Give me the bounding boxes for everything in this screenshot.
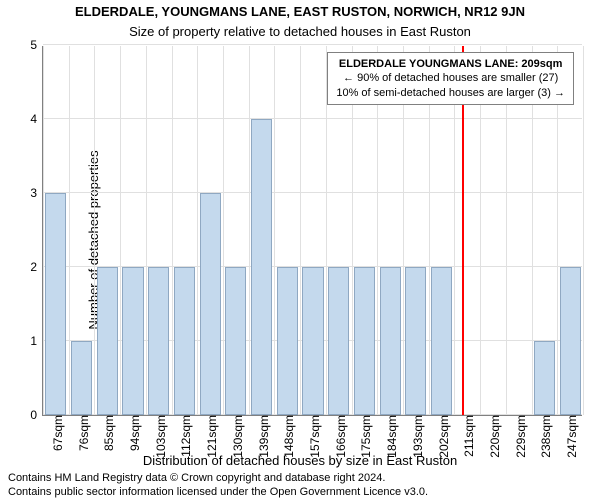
bar xyxy=(71,341,92,415)
bar xyxy=(277,267,298,415)
xtick-label: 166sqm xyxy=(330,415,348,458)
gridline-v xyxy=(223,46,224,415)
xtick-label: 76sqm xyxy=(73,415,91,451)
xtick-label: 130sqm xyxy=(227,415,245,458)
footer-copyright: Contains HM Land Registry data © Crown c… xyxy=(8,472,598,484)
bar xyxy=(380,267,401,415)
xtick-label: 229sqm xyxy=(510,415,528,458)
ytick-label: 1 xyxy=(30,334,43,348)
bar xyxy=(200,193,221,415)
ytick-label: 0 xyxy=(30,408,43,422)
gridline-v xyxy=(146,46,147,415)
gridline-h xyxy=(43,118,582,119)
legend-smaller: ← 90% of detached houses are smaller (27… xyxy=(336,71,565,85)
ytick-label: 5 xyxy=(30,38,43,52)
xtick-label: 175sqm xyxy=(355,415,373,458)
ytick-label: 2 xyxy=(30,260,43,274)
bar xyxy=(431,267,452,415)
bar xyxy=(302,267,323,415)
bar xyxy=(122,267,143,415)
bar xyxy=(97,267,118,415)
legend-larger: 10% of semi-detached houses are larger (… xyxy=(336,86,565,100)
gridline-v xyxy=(69,46,70,415)
bar xyxy=(45,193,66,415)
gridline-v xyxy=(249,46,250,415)
xtick-label: 193sqm xyxy=(407,415,425,458)
gridline-v xyxy=(583,46,584,415)
gridline-v xyxy=(197,46,198,415)
xtick-label: 238sqm xyxy=(535,415,553,458)
gridline-h xyxy=(43,44,582,45)
gridline-v xyxy=(120,46,121,415)
bar xyxy=(560,267,581,415)
bar xyxy=(405,267,426,415)
bar xyxy=(328,267,349,415)
xtick-label: 94sqm xyxy=(124,415,142,451)
x-axis-label: Distribution of detached houses by size … xyxy=(0,453,600,468)
xtick-label: 103sqm xyxy=(150,415,168,458)
bar xyxy=(174,267,195,415)
gridline-v xyxy=(94,46,95,415)
xtick-label: 139sqm xyxy=(253,415,271,458)
xtick-label: 67sqm xyxy=(47,415,65,451)
xtick-label: 148sqm xyxy=(278,415,296,458)
bar xyxy=(354,267,375,415)
xtick-label: 184sqm xyxy=(381,415,399,458)
bar xyxy=(534,341,555,415)
bar xyxy=(225,267,246,415)
xtick-label: 202sqm xyxy=(433,415,451,458)
legend-box: ELDERDALE YOUNGMANS LANE: 209sqm← 90% of… xyxy=(327,52,574,105)
xtick-label: 220sqm xyxy=(484,415,502,458)
xtick-label: 157sqm xyxy=(304,415,322,458)
ytick-label: 3 xyxy=(30,186,43,200)
bar xyxy=(251,119,272,415)
xtick-label: 121sqm xyxy=(201,415,219,458)
ytick-label: 4 xyxy=(30,112,43,126)
gridline-v xyxy=(43,46,44,415)
legend-title: ELDERDALE YOUNGMANS LANE: 209sqm xyxy=(336,57,565,71)
footer-licence: Contains public sector information licen… xyxy=(8,486,598,498)
gridline-v xyxy=(274,46,275,415)
xtick-label: 112sqm xyxy=(175,415,193,457)
bar xyxy=(148,267,169,415)
gridline-v xyxy=(172,46,173,415)
chart-subtitle: Size of property relative to detached ho… xyxy=(0,24,600,39)
plot-area: 01234567sqm76sqm85sqm94sqm103sqm112sqm12… xyxy=(42,46,582,416)
xtick-label: 211sqm xyxy=(458,415,476,457)
xtick-label: 85sqm xyxy=(98,415,116,451)
gridline-v xyxy=(300,46,301,415)
xtick-label: 247sqm xyxy=(561,415,579,458)
gridline-h xyxy=(43,192,582,193)
chart-title: ELDERDALE, YOUNGMANS LANE, EAST RUSTON, … xyxy=(0,4,600,19)
